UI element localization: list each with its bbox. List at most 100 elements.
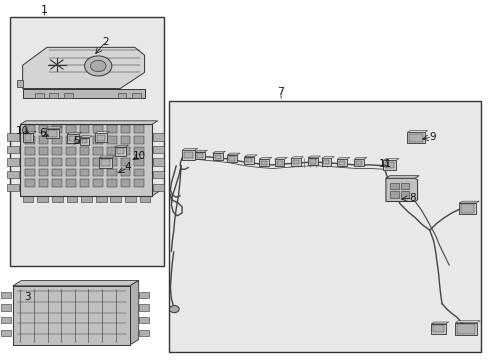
Polygon shape — [307, 156, 320, 158]
Text: 10: 10 — [133, 150, 146, 161]
Polygon shape — [115, 145, 128, 147]
Polygon shape — [430, 322, 448, 324]
Polygon shape — [458, 201, 478, 203]
Text: 10: 10 — [16, 126, 29, 135]
Circle shape — [90, 60, 106, 72]
Bar — [20, 125, 152, 196]
Bar — [121, 158, 130, 166]
Bar — [355, 161, 361, 165]
Bar — [25, 168, 35, 176]
Bar — [0, 305, 11, 311]
Bar — [22, 196, 33, 202]
Bar — [389, 192, 398, 198]
Bar — [66, 126, 76, 134]
Bar — [139, 317, 149, 323]
Bar — [121, 126, 130, 134]
Bar — [107, 136, 117, 144]
Bar — [93, 168, 103, 176]
Bar — [52, 126, 62, 134]
Circle shape — [169, 306, 179, 313]
Bar — [93, 147, 103, 155]
Bar — [80, 126, 89, 134]
Bar — [183, 152, 192, 158]
Bar — [121, 147, 130, 155]
Bar — [321, 158, 330, 166]
Bar — [99, 158, 112, 168]
Polygon shape — [454, 321, 479, 323]
Bar — [80, 138, 89, 145]
Polygon shape — [182, 148, 197, 150]
Polygon shape — [212, 151, 225, 153]
Text: 9: 9 — [428, 132, 435, 142]
Bar — [385, 162, 393, 168]
Bar — [24, 134, 31, 141]
Bar — [67, 134, 79, 143]
Bar — [107, 158, 117, 166]
Bar — [97, 135, 104, 140]
Bar — [39, 147, 48, 155]
Bar — [407, 132, 424, 143]
Bar — [274, 159, 284, 166]
Bar — [132, 93, 141, 98]
Text: 6: 6 — [39, 129, 45, 138]
Bar — [107, 168, 117, 176]
Bar — [383, 160, 395, 170]
Bar — [139, 329, 149, 336]
Bar — [47, 130, 57, 136]
Bar — [10, 17, 163, 266]
Bar — [323, 160, 329, 164]
Bar — [400, 192, 408, 198]
Polygon shape — [227, 153, 240, 155]
Bar — [196, 153, 202, 158]
Bar — [139, 292, 149, 298]
Bar — [107, 147, 117, 155]
Bar — [80, 179, 89, 187]
Bar — [80, 136, 89, 144]
Polygon shape — [17, 80, 22, 87]
Bar — [107, 179, 117, 187]
Bar — [456, 324, 474, 334]
Bar — [259, 159, 268, 166]
Bar — [227, 155, 237, 162]
Bar — [25, 136, 35, 144]
Bar — [25, 179, 35, 187]
Text: 3: 3 — [24, 292, 31, 302]
Bar — [117, 148, 123, 154]
Bar — [39, 126, 48, 134]
Bar — [66, 179, 76, 187]
Bar — [35, 93, 43, 98]
Bar — [6, 184, 19, 191]
Bar — [118, 93, 126, 98]
Polygon shape — [22, 131, 36, 133]
Bar — [194, 152, 204, 159]
Bar — [52, 147, 62, 155]
Bar — [37, 196, 48, 202]
Bar — [6, 158, 19, 166]
Polygon shape — [407, 131, 427, 132]
Bar — [93, 179, 103, 187]
Bar — [292, 160, 298, 164]
Bar — [25, 126, 35, 134]
Bar — [93, 136, 103, 144]
Bar — [20, 125, 152, 196]
Bar — [39, 168, 48, 176]
Bar — [6, 171, 19, 178]
Polygon shape — [259, 157, 271, 159]
Bar — [64, 93, 73, 98]
Bar — [153, 134, 163, 140]
Bar — [6, 134, 19, 140]
Polygon shape — [385, 178, 417, 202]
Bar — [69, 135, 77, 141]
Polygon shape — [20, 121, 158, 125]
Bar — [134, 158, 144, 166]
Bar — [261, 161, 266, 165]
Polygon shape — [244, 155, 257, 157]
Polygon shape — [20, 190, 161, 196]
Bar — [80, 168, 89, 176]
Text: 2: 2 — [102, 37, 109, 47]
Bar — [25, 158, 35, 166]
Bar — [139, 305, 149, 311]
Bar — [110, 196, 121, 202]
Polygon shape — [45, 127, 62, 129]
Bar — [96, 196, 106, 202]
